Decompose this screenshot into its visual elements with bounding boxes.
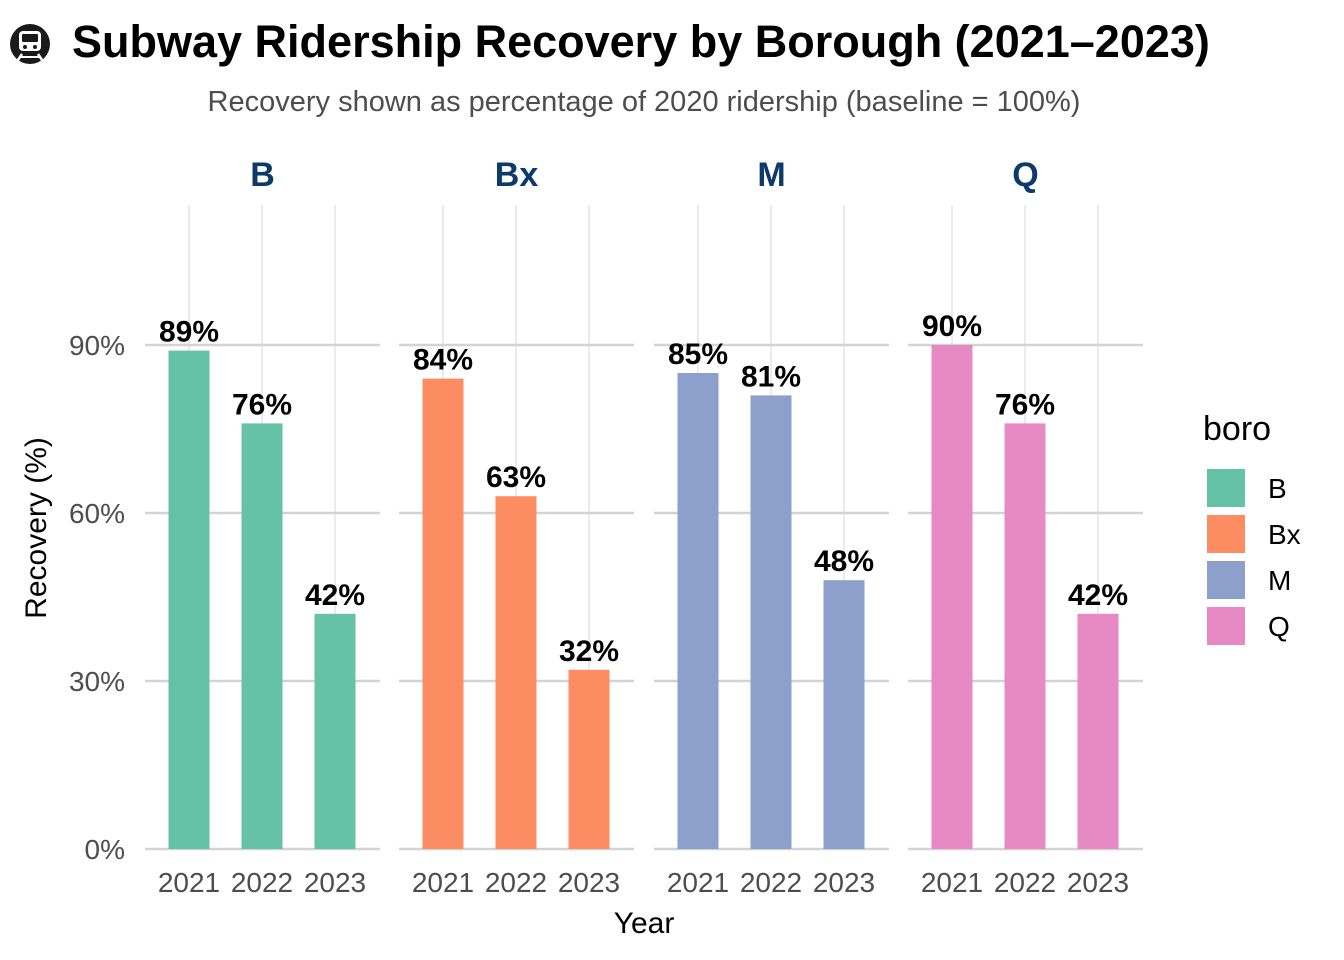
x-tick-label: 2023 bbox=[1067, 867, 1129, 898]
x-tick-label: 2021 bbox=[158, 867, 220, 898]
y-axis: 0% 30% 60% 90% bbox=[69, 330, 125, 865]
legend: boro B Bx MQ bbox=[1203, 410, 1301, 645]
bar-q-2023 bbox=[1077, 613, 1119, 849]
x-tick-label: 2022 bbox=[740, 867, 802, 898]
legend-label: B bbox=[1268, 473, 1287, 504]
bar-bx-2022 bbox=[495, 496, 537, 849]
bar-m-2023 bbox=[823, 580, 865, 849]
facet-label: Q bbox=[1012, 156, 1038, 194]
data-label: 76% bbox=[995, 388, 1055, 421]
facet-label: B bbox=[250, 156, 275, 194]
y-tick-label: 90% bbox=[69, 330, 125, 361]
bar-q-2022 bbox=[1004, 423, 1046, 849]
legend-key-b bbox=[1207, 469, 1245, 507]
x-tick-label: 2021 bbox=[921, 867, 983, 898]
legend-label: Q bbox=[1268, 611, 1290, 642]
y-axis-title: Recovery (%) bbox=[20, 437, 53, 619]
x-tick-label: 2022 bbox=[231, 867, 293, 898]
bar-m-2021 bbox=[677, 373, 719, 849]
metro-train-icon bbox=[10, 24, 50, 64]
bar-b-2022 bbox=[241, 423, 283, 849]
data-label: 85% bbox=[668, 338, 728, 371]
x-tick-label: 2021 bbox=[412, 867, 474, 898]
legend-label: Bx bbox=[1268, 519, 1301, 550]
data-label: 84% bbox=[413, 344, 473, 377]
legend-key-m bbox=[1207, 561, 1245, 599]
bar-m-2022 bbox=[750, 395, 792, 849]
bar-bx-2021 bbox=[422, 378, 464, 849]
chart-title: Subway Ridership Recovery by Borough (20… bbox=[72, 16, 1210, 67]
facet-label: M bbox=[757, 156, 785, 194]
facet-panel-bx: Bx 84% 2021 63% 2022 32% 2023 bbox=[399, 156, 634, 898]
data-label: 32% bbox=[559, 635, 619, 668]
data-label: 48% bbox=[814, 545, 874, 578]
x-tick-label: 2023 bbox=[813, 867, 875, 898]
data-label: 76% bbox=[232, 388, 292, 421]
facet-panel-b: B 89% 2021 76% 2022 42% 2023 bbox=[145, 156, 380, 898]
x-tick-label: 2022 bbox=[994, 867, 1056, 898]
bar-b-2021 bbox=[168, 350, 210, 849]
x-tick-label: 2023 bbox=[558, 867, 620, 898]
legend-label: M bbox=[1268, 565, 1291, 596]
y-tick-label: 30% bbox=[69, 666, 125, 697]
x-tick-label: 2023 bbox=[304, 867, 366, 898]
facet-panel-m: M 85% 2021 81% 2022 48% 2023 bbox=[654, 156, 889, 898]
legend-key-q bbox=[1207, 607, 1245, 645]
y-tick-label: 60% bbox=[69, 498, 125, 529]
data-label: 63% bbox=[486, 461, 546, 494]
legend-title: boro bbox=[1203, 410, 1271, 448]
data-label: 42% bbox=[1068, 579, 1128, 612]
bar-b-2023 bbox=[314, 613, 356, 849]
y-tick-label: 0% bbox=[85, 834, 125, 865]
data-label: 81% bbox=[741, 360, 801, 393]
data-label: 90% bbox=[922, 310, 982, 343]
x-tick-label: 2021 bbox=[667, 867, 729, 898]
facet-label: Bx bbox=[495, 156, 539, 194]
data-label: 42% bbox=[305, 579, 365, 612]
x-axis-title: Year bbox=[614, 907, 675, 940]
facet-panels: B 89% 2021 76% 2022 42% 2023 Bx 84% 2021 63% 2022 32… bbox=[145, 156, 1143, 898]
bar-bx-2023 bbox=[568, 669, 610, 849]
x-tick-label: 2022 bbox=[485, 867, 547, 898]
legend-key-bx bbox=[1207, 515, 1245, 553]
data-label: 89% bbox=[159, 316, 219, 349]
bar-q-2021 bbox=[931, 345, 973, 849]
chart-subtitle: Recovery shown as percentage of 2020 rid… bbox=[208, 86, 1081, 118]
facet-panel-q: Q 90% 2021 76% 2022 42% 2023 bbox=[908, 156, 1143, 898]
